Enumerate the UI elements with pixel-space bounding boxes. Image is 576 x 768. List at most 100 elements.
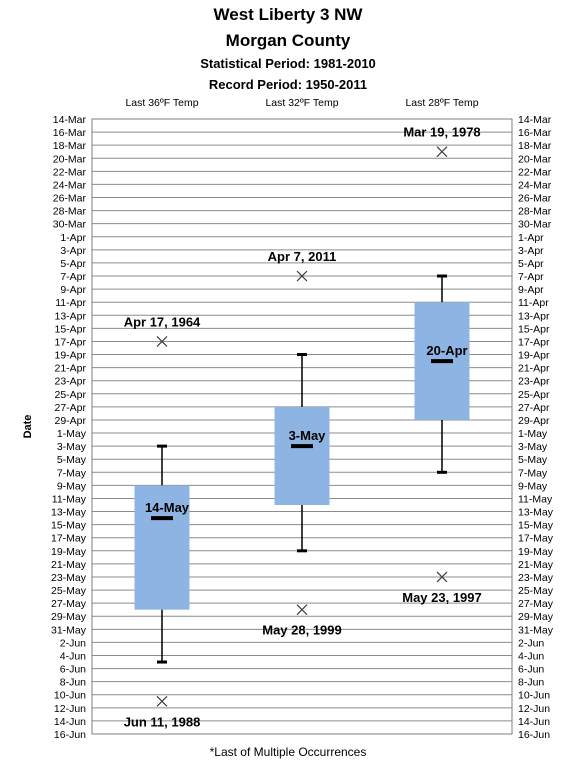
y-tick-label-left: 17-May (51, 533, 87, 545)
y-tick-label-left: 27-May (51, 598, 87, 610)
y-tick-label-right: 16-Mar (518, 127, 552, 139)
y-tick-label-right: 3-Apr (518, 245, 544, 257)
y-tick-label-right: 30-Mar (518, 219, 552, 231)
y-tick-label-left: 13-May (51, 507, 87, 519)
y-tick-label-left: 15-May (51, 520, 87, 532)
y-tick-label-right: 19-Apr (518, 350, 550, 362)
y-tick-label-left: 14-Jun (54, 716, 86, 728)
early-record-label: Apr 7, 2011 (268, 249, 337, 264)
y-tick-label-left: 25-May (51, 585, 87, 597)
y-tick-label-left: 31-May (51, 624, 87, 636)
median-label: 3-May (289, 428, 327, 443)
y-tick-label-left: 12-Jun (54, 703, 86, 715)
y-tick-label-right: 17-May (518, 533, 554, 545)
y-tick-label-right: 8-Jun (518, 677, 544, 689)
footnote: *Last of Multiple Occurrences (209, 745, 367, 759)
iqr-box (274, 406, 330, 506)
y-tick-label-left: 25-Apr (54, 389, 86, 401)
y-tick-label-left: 23-May (51, 572, 87, 584)
y-tick-label-left: 14-Mar (53, 114, 87, 126)
y-tick-label-right: 25-Apr (518, 389, 550, 401)
y-tick-label-right: 11-Apr (518, 297, 549, 309)
y-tick-label-right: 27-May (518, 598, 554, 610)
y-tick-label-left: 21-Apr (54, 363, 86, 375)
y-axis-title: Date (22, 415, 34, 439)
y-tick-label-left: 15-Apr (54, 323, 86, 335)
y-tick-label-right: 31-May (518, 624, 554, 636)
y-tick-label-left: 6-Jun (60, 664, 86, 676)
y-tick-label-right: 17-Apr (518, 336, 550, 348)
y-tick-label-right: 5-May (518, 454, 548, 466)
y-tick-label-left: 9-May (57, 480, 87, 492)
y-tick-label-right: 21-May (518, 559, 554, 571)
statistical-period: Statistical Period: 1981-2010 (200, 56, 376, 71)
y-tick-label-left: 7-May (57, 467, 87, 479)
early-record-marker (296, 270, 308, 282)
y-tick-label-right: 4-Jun (518, 650, 544, 662)
y-tick-label-left: 5-May (57, 454, 87, 466)
y-tick-label-right: 20-Mar (518, 153, 552, 165)
y-tick-label-left: 1-Apr (60, 232, 86, 244)
y-tick-label-left: 2-Jun (60, 637, 86, 649)
y-tick-label-right: 16-Jun (518, 729, 550, 741)
y-tick-label-left: 30-Mar (53, 219, 87, 231)
y-tick-label-left: 13-Apr (54, 310, 86, 322)
y-tick-label-right: 24-Mar (518, 179, 552, 191)
y-tick-label-right: 1-May (518, 428, 548, 440)
record-label: May 23, 1997 (402, 590, 482, 605)
y-tick-label-left: 18-Mar (53, 140, 87, 152)
y-tick-label-right: 14-Jun (518, 716, 550, 728)
chart-subtitle-county: Morgan County (225, 31, 351, 50)
record-marker (436, 571, 448, 583)
y-tick-label-right: 29-Apr (518, 415, 550, 427)
y-tick-label-left: 19-May (51, 546, 87, 558)
y-tick-label-left: 27-Apr (54, 402, 86, 414)
y-tick-label-right: 18-Mar (518, 140, 552, 152)
record-marker (296, 604, 308, 616)
y-tick-label-right: 6-Jun (518, 664, 544, 676)
category-label: Last 28ºF Temp (405, 97, 478, 109)
y-tick-label-left: 9-Apr (60, 284, 86, 296)
y-tick-label-right: 9-May (518, 480, 548, 492)
y-tick-label-right: 23-May (518, 572, 554, 584)
record-period: Record Period: 1950-2011 (208, 77, 368, 92)
y-tick-label-right: 13-Apr (518, 310, 550, 322)
record-marker (156, 336, 168, 347)
y-tick-label-right: 7-May (518, 467, 548, 479)
y-tick-label-right: 25-May (518, 585, 554, 597)
y-tick-label-left: 23-Apr (54, 376, 86, 388)
y-tick-label-right: 27-Apr (518, 402, 550, 414)
y-tick-label-right: 7-Apr (518, 271, 544, 283)
y-tick-label-right: 5-Apr (518, 258, 544, 270)
y-tick-label-right: 11-May (518, 493, 553, 505)
y-tick-label-right: 1-Apr (518, 232, 544, 244)
y-tick-label-left: 5-Apr (60, 258, 86, 270)
y-tick-label-right: 9-Apr (518, 284, 544, 296)
y-tick-label-left: 3-Apr (60, 245, 86, 257)
y-tick-label-right: 13-May (518, 507, 554, 519)
y-tick-label-right: 19-May (518, 546, 554, 558)
y-tick-label-left: 22-Mar (53, 166, 87, 178)
y-tick-label-left: 7-Apr (60, 271, 86, 283)
y-tick-label-right: 26-Mar (518, 193, 552, 205)
early-record-label: Mar 19, 1978 (403, 125, 480, 140)
chart-title: West Liberty 3 NW (213, 5, 363, 24)
y-tick-label-left: 29-Apr (54, 415, 86, 427)
early-record-marker (436, 146, 448, 158)
y-tick-label-left: 16-Mar (53, 127, 87, 139)
y-tick-label-right: 28-Mar (518, 206, 552, 218)
y-tick-label-left: 3-May (57, 441, 87, 453)
y-tick-label-right: 10-Jun (518, 690, 550, 702)
y-tick-label-right: 23-Apr (518, 376, 550, 388)
y-tick-label-right: 21-Apr (518, 363, 550, 375)
y-tick-label-left: 28-Mar (53, 206, 87, 218)
y-tick-label-right: 12-Jun (518, 703, 550, 715)
y-tick-label-right: 15-Apr (518, 323, 550, 335)
median-label: 14-May (145, 500, 190, 515)
record-label: Jun 11, 1988 (124, 714, 201, 729)
y-tick-label-right: 15-May (518, 520, 554, 532)
category-label: Last 32ºF Temp (265, 97, 338, 109)
record-label: May 28, 1999 (262, 623, 342, 638)
y-tick-label-left: 1-May (57, 428, 87, 440)
y-tick-label-left: 17-Apr (54, 336, 86, 348)
